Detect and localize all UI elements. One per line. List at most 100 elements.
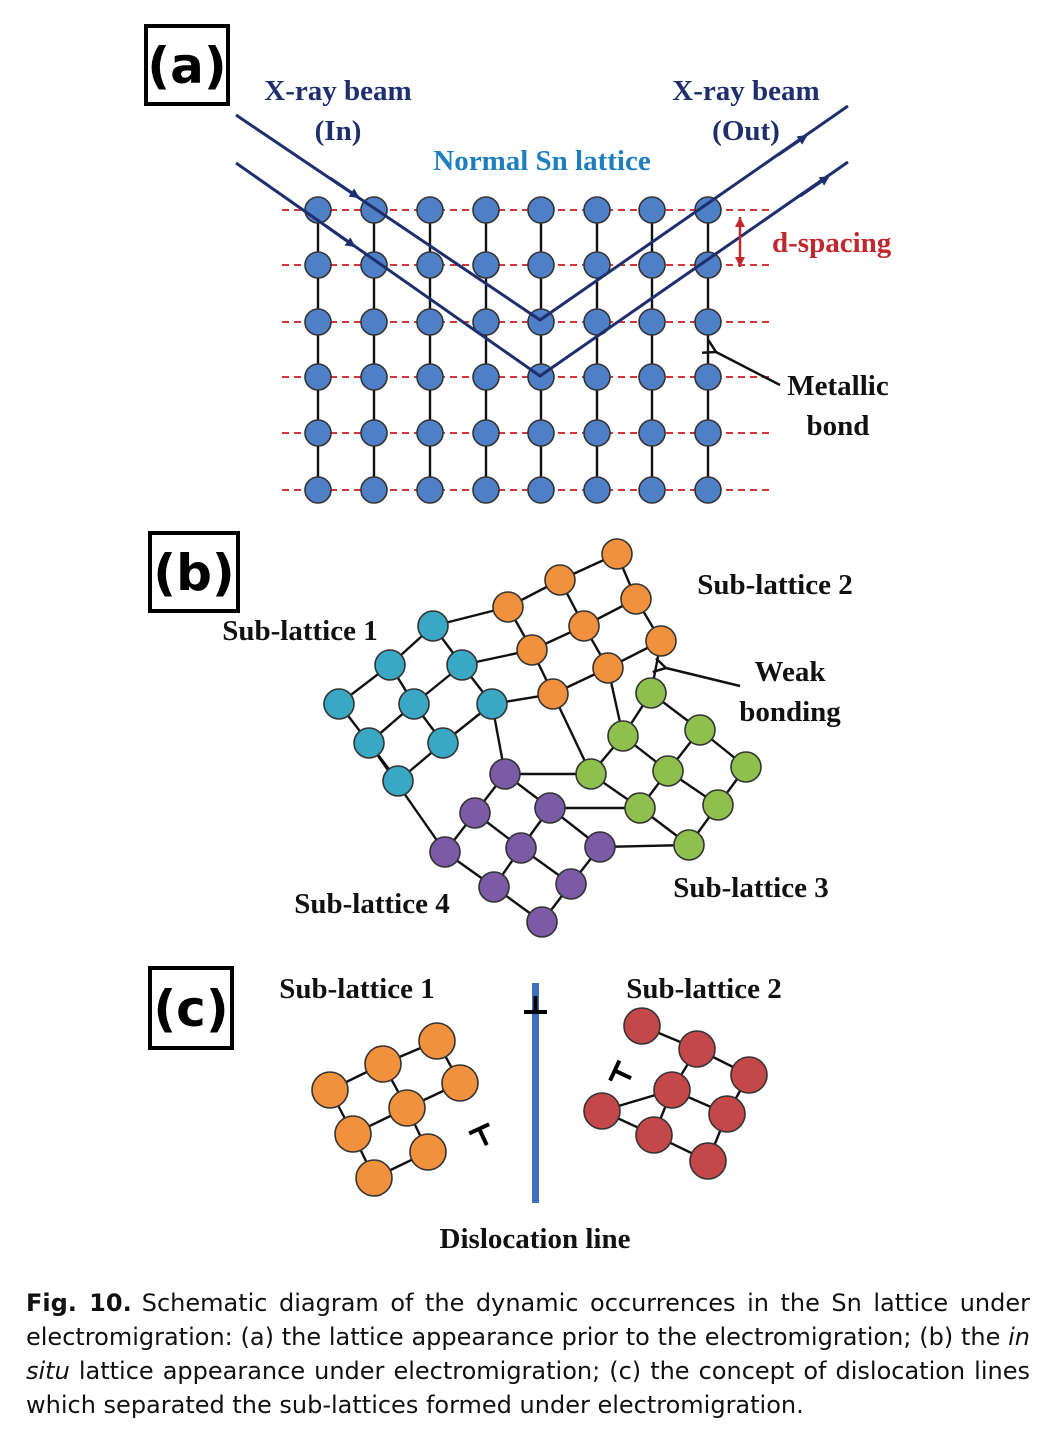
- atom-purple: [459, 797, 491, 829]
- panel-c-tag: (c): [153, 980, 228, 1038]
- atom-red: [623, 1007, 661, 1045]
- sub-lattice-2-label: Sub-lattice 2: [697, 569, 852, 601]
- sn-atom: [638, 363, 666, 391]
- dislocation-line-label: Dislocation line: [440, 1223, 631, 1255]
- sn-atom: [416, 196, 444, 224]
- atom-red: [583, 1092, 621, 1130]
- sn-atom: [638, 251, 666, 279]
- weak-bonding-arrow: [666, 668, 741, 688]
- atom-orange: [537, 678, 569, 710]
- atom-green: [684, 714, 716, 746]
- panel-c: (c) Sub-lattice 1 Sub-lattice 2 Dislocat…: [148, 966, 782, 1255]
- metallic-bond-arrow: [716, 352, 781, 387]
- atom-red: [635, 1116, 673, 1154]
- atom-cyan: [353, 727, 385, 759]
- sn-atom: [527, 419, 555, 447]
- panel-b: (b) Sub-lattice 1 Sub-lattice 2 Weak bon…: [148, 531, 853, 938]
- atom-green: [652, 755, 684, 787]
- sn-atom: [694, 363, 722, 391]
- c-atoms: [311, 1007, 768, 1197]
- sub-lattice-4-label: Sub-lattice 4: [294, 888, 449, 920]
- atom-cyan: [398, 688, 430, 720]
- sn-atom: [304, 419, 332, 447]
- metallic-bond-label-2: bond: [807, 410, 870, 442]
- sn-atom: [472, 363, 500, 391]
- atom-orange: [355, 1159, 393, 1197]
- figure-caption: Fig. 10. Schematic diagram of the dynamic…: [26, 1286, 1030, 1422]
- sn-atom: [472, 476, 500, 504]
- sn-atom: [694, 476, 722, 504]
- atom-green: [730, 751, 762, 783]
- sn-atom: [360, 419, 388, 447]
- sn-atom: [527, 476, 555, 504]
- atom-orange: [334, 1115, 372, 1153]
- atom-cyan: [427, 727, 459, 759]
- atom-cyan: [323, 688, 355, 720]
- weak-bonding-label-2: bonding: [739, 696, 841, 728]
- sub-lattice-atoms: [323, 538, 762, 938]
- sn-atom: [416, 251, 444, 279]
- sn-atom: [583, 363, 611, 391]
- sn-atom: [583, 419, 611, 447]
- sub-lattice-bonds: [338, 552, 747, 923]
- atom-purple: [526, 906, 558, 938]
- atom-red: [678, 1030, 716, 1068]
- sn-atom: [527, 251, 555, 279]
- atom-purple: [534, 792, 566, 824]
- atom-orange: [620, 583, 652, 615]
- sn-atom: [360, 251, 388, 279]
- dislocation-symbol-left: [468, 1122, 491, 1147]
- panel-c-tag-box: [148, 966, 234, 1050]
- atom-red: [653, 1071, 691, 1109]
- beam-out-1-arrow: [777, 134, 808, 157]
- caption-text-1: Schematic diagram of the dynamic occurre…: [26, 1289, 1030, 1351]
- atom-green: [624, 792, 656, 824]
- caption-label: Fig. 10.: [26, 1289, 132, 1317]
- caption-text-2: lattice appearance under electromigratio…: [26, 1357, 1030, 1419]
- atom-orange: [601, 538, 633, 570]
- atom-cyan: [446, 649, 478, 681]
- atom-orange: [592, 652, 624, 684]
- beam-out-label-1: X-ray beam: [672, 75, 819, 107]
- sn-atom: [638, 419, 666, 447]
- sn-atom: [360, 308, 388, 336]
- sn-atom: [360, 363, 388, 391]
- metallic-bond-label-1: Metallic: [787, 370, 889, 402]
- sn-atom: [416, 308, 444, 336]
- sn-atom: [694, 196, 722, 224]
- atom-orange: [418, 1022, 456, 1060]
- panel-a-tag-box: [144, 24, 230, 106]
- sn-atom: [472, 308, 500, 336]
- atom-purple: [429, 836, 461, 868]
- sn-atoms: [304, 196, 722, 504]
- dislocation-line: [532, 983, 539, 1203]
- schematic-figure: (a) d-spacing X-ray beam (In) X-ray beam…: [144, 24, 892, 1255]
- atom-green: [635, 677, 667, 709]
- atom-purple: [478, 871, 510, 903]
- atom-red: [730, 1056, 768, 1094]
- sn-atom: [638, 308, 666, 336]
- sn-atom: [416, 363, 444, 391]
- sn-atom: [583, 196, 611, 224]
- atom-purple: [584, 831, 616, 863]
- sn-atom: [583, 251, 611, 279]
- panel-b-tag-box: [148, 531, 240, 613]
- c-sub-lattice-1-label: Sub-lattice 1: [279, 973, 434, 1005]
- sn-atom: [304, 308, 332, 336]
- sn-atom: [304, 363, 332, 391]
- atom-cyan: [374, 649, 406, 681]
- sn-atom: [527, 196, 555, 224]
- sn-atom: [416, 419, 444, 447]
- sn-atom: [472, 419, 500, 447]
- sn-atom: [304, 251, 332, 279]
- caption-italic: in situ: [26, 1323, 1030, 1385]
- atom-purple: [555, 868, 587, 900]
- atom-cyan: [417, 610, 449, 642]
- atom-green: [607, 720, 639, 752]
- sn-atom: [360, 476, 388, 504]
- sn-atom: [583, 476, 611, 504]
- sn-atom: [694, 251, 722, 279]
- sn-atom: [416, 476, 444, 504]
- atom-orange: [645, 625, 677, 657]
- xray-beams: [235, 104, 849, 378]
